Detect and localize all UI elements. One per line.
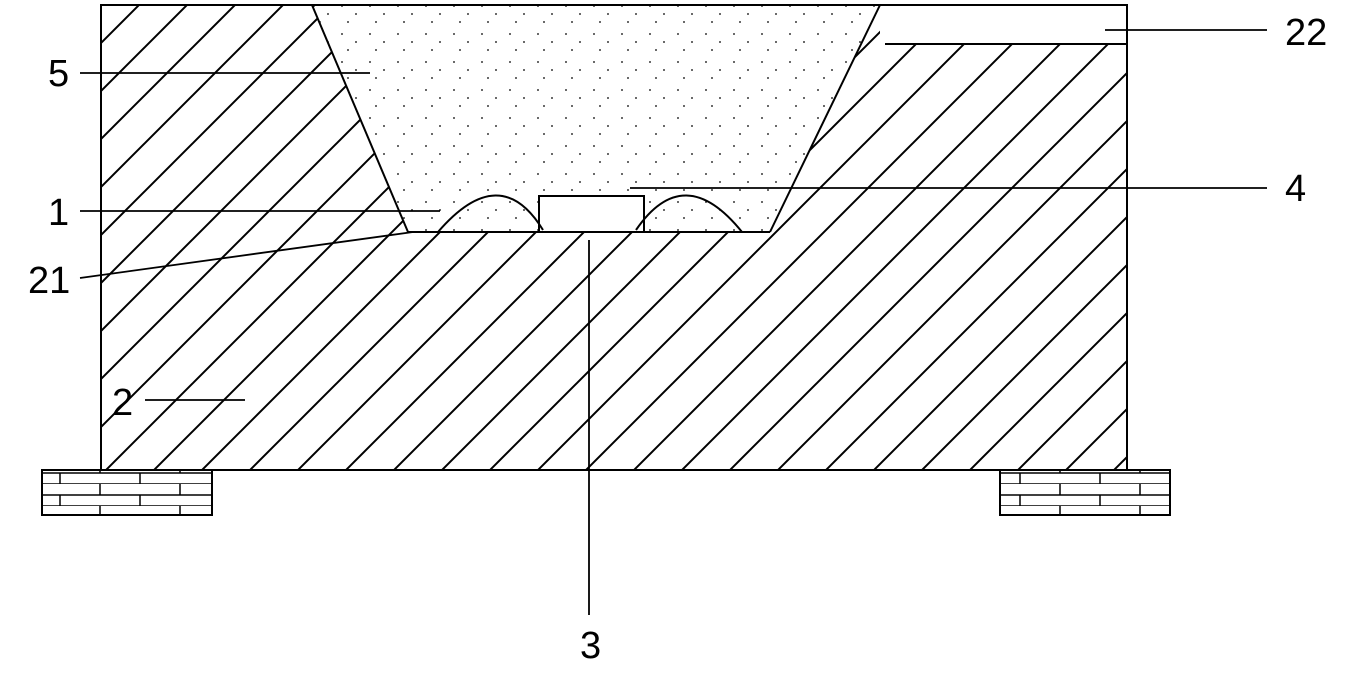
foot-1 <box>42 470 212 515</box>
label-text: 5 <box>48 53 69 95</box>
cross-section-diagram: 22 5 1 21 2 4 3 <box>28 5 1327 667</box>
label-text: 21 <box>28 260 70 302</box>
label-text: 3 <box>580 625 601 667</box>
label-text: 2 <box>112 382 133 424</box>
foot-2 <box>1000 470 1170 515</box>
label-text: 22 <box>1285 12 1327 54</box>
chip <box>539 196 644 232</box>
top-right-step-mask <box>880 5 1127 44</box>
label-text: 1 <box>48 192 69 234</box>
callout-22: 22 <box>1105 12 1327 54</box>
label-text: 4 <box>1285 168 1306 210</box>
